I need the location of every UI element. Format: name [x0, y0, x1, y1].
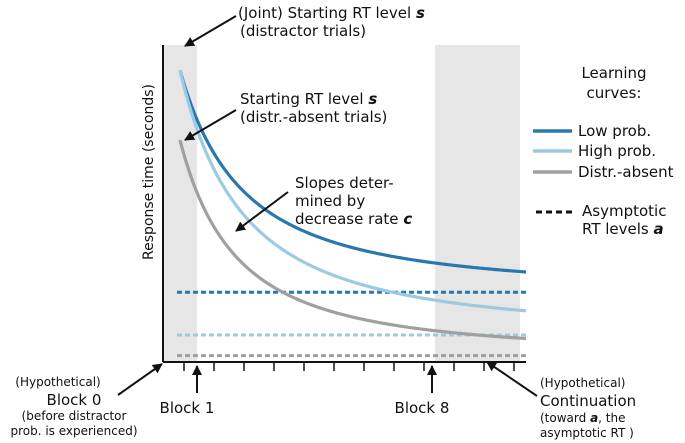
svg-text:(Joint) Starting RT level s: (Joint) Starting RT level s: [238, 4, 425, 22]
symbol-s: s: [416, 4, 425, 22]
annotation-absent-start-line1: Starting RT level: [240, 90, 368, 108]
curve-high-prob: [178, 69, 527, 313]
symbol-a: a: [654, 220, 664, 238]
arrow-block0: [117, 363, 163, 396]
legend-label-distr-absent: Distr.-absent: [578, 163, 674, 181]
curve-low-prob: [178, 69, 527, 274]
y-axis-label: Response time (seconds): [141, 84, 157, 260]
arrow-joint-start: [184, 15, 237, 47]
legend-label-asymptotic-line2: RT levels a: [582, 220, 664, 238]
svg-text:decrease rate c: decrease rate c: [295, 210, 412, 228]
arrow-continuation: [486, 361, 538, 397]
annotation-continuation-line4: , the: [598, 411, 625, 425]
annotation-continuation-line2: Continuation: [540, 392, 636, 410]
curve-distr-absent: [178, 139, 527, 341]
learning-curve-lines: [178, 69, 527, 341]
legend-label-low-prob: Low prob.: [578, 122, 651, 140]
symbol-c: c: [403, 210, 412, 228]
annotation-joint-start-line1: (Joint) Starting RT level: [238, 4, 416, 22]
annotation-block0: (Hypothetical) Block 0 (before distracto…: [10, 363, 163, 438]
annotation-slopes-line3: decrease rate: [295, 210, 403, 228]
annotation-joint-start: (Joint) Starting RT level s (distractor …: [184, 4, 425, 47]
block-labels: Block 1 Block 8: [160, 365, 450, 417]
legend-label-high-prob: High prob.: [578, 142, 656, 160]
legend-entries: Low prob. High prob. Distr.-absent Asymptot…: [533, 122, 674, 238]
axes: [162, 45, 526, 371]
annotation-joint-start-line2: (distractor trials): [240, 22, 366, 40]
annotation-continuation-line5: asymptotic RT ): [540, 426, 634, 440]
arrow-slopes: [235, 191, 289, 232]
legend-title-line2: curves:: [587, 84, 642, 102]
x-tick-label-block-1: Block 1: [160, 399, 215, 417]
shaded-region-continuation: [435, 45, 520, 362]
svg-text:(toward a, the: (toward a, the: [540, 411, 626, 425]
annotation-absent-start: Starting RT level s (distr.-absent trial…: [184, 90, 387, 141]
legend: Learning curves: Low prob. High prob. Dist…: [533, 64, 674, 238]
legend-label-asymptotic-line1: Asymptotic: [582, 202, 666, 220]
annotation-continuation: (Hypothetical) Continuation (toward a, t…: [486, 361, 636, 440]
shaded-region-block-0: [164, 45, 197, 362]
annotation-block0-line1: (Hypothetical): [15, 375, 100, 389]
annotation-slopes-line2: mined by: [295, 192, 365, 210]
annotation-slopes-line1: Slopes deter-: [295, 174, 394, 192]
arrow-absent-start: [184, 109, 237, 141]
annotation-slopes: Slopes deter- mined by decrease rate c: [235, 174, 412, 232]
annotation-continuation-line3: (toward: [540, 411, 590, 425]
annotation-absent-start-line2: (distr.-absent trials): [240, 108, 387, 126]
annotation-continuation-line1: (Hypothetical): [540, 376, 625, 390]
symbol-a: a: [590, 411, 598, 425]
legend-title-line1: Learning: [581, 64, 646, 82]
x-tick-label-block-8: Block 8: [395, 399, 450, 417]
svg-text:Starting RT level s: Starting RT level s: [240, 90, 377, 108]
x-ticks: [183, 362, 515, 371]
annotation-block0-line3: (before distractor: [22, 409, 127, 423]
annotation-block0-line4: prob. is experienced): [10, 424, 137, 438]
symbol-s: s: [368, 90, 377, 108]
annotation-block0-line2: Block 0: [47, 391, 102, 409]
